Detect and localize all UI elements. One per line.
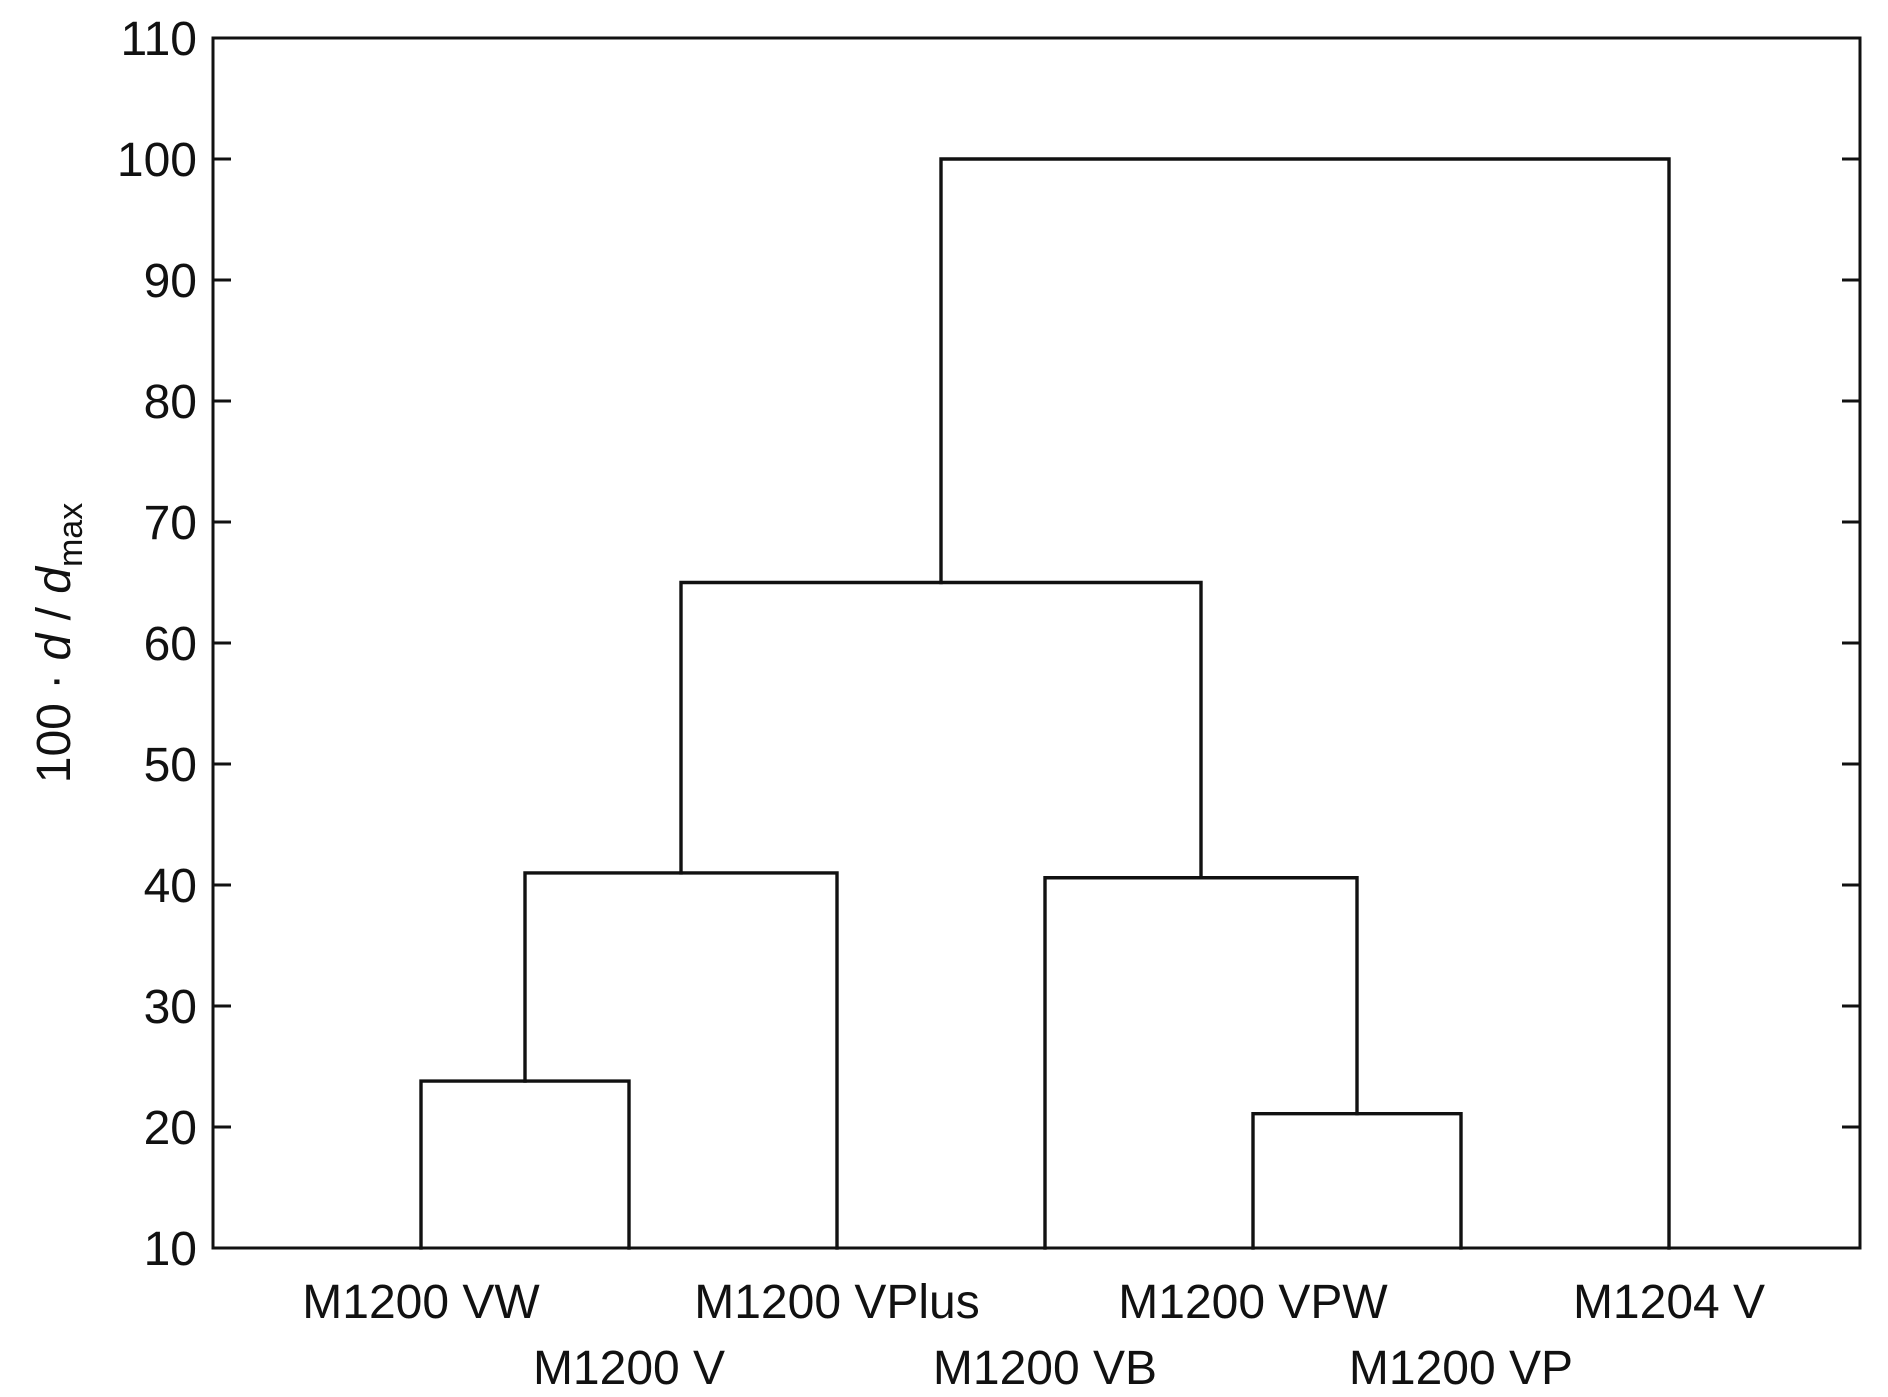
dendrogram-link	[679, 580, 1203, 880]
leaf-label: M1200 VB	[933, 1342, 1157, 1392]
y-tick-label: 80	[144, 376, 197, 429]
dendrogram-link	[939, 157, 1671, 1250]
dendrogram-link	[1251, 1111, 1463, 1250]
y-axis-title: 100 · d / dmax	[28, 503, 90, 783]
leaf-label: M1200 VPlus	[694, 1276, 980, 1329]
y-tick-label: 50	[144, 739, 197, 792]
y-axis-tick-labels: 10 20 30 40 50 60 70 80 90 100 110	[117, 13, 197, 1276]
plot-frame	[211, 36, 1862, 1250]
dendrogram-link	[1043, 876, 1359, 1250]
leaf-label: M1200 VW	[302, 1276, 540, 1329]
y-axis-title-prefix: 100 ·	[28, 660, 81, 783]
y-axis-title-separator: /	[28, 594, 81, 634]
y-tick-label: 100	[117, 134, 197, 187]
dendrogram-link	[523, 871, 839, 1250]
leaf-label: M1200 VP	[1349, 1342, 1573, 1392]
dendrogram-links	[419, 157, 1671, 1250]
y-tick-label: 20	[144, 1102, 197, 1155]
leaf-label: M1200 VPW	[1118, 1276, 1388, 1329]
y-tick-label: 60	[144, 618, 197, 671]
y-axis-title-subscript: max	[52, 503, 90, 567]
y-tick-label: 70	[144, 497, 197, 550]
y-axis-title-var-dmax: d	[28, 566, 81, 594]
leaf-label: M1200 V	[533, 1342, 725, 1392]
y-tick-label: 110	[120, 13, 197, 66]
leaf-label: M1204 V	[1573, 1276, 1765, 1329]
y-tick-label: 10	[144, 1223, 197, 1276]
leaf-labels: M1200 VW M1200 V M1200 VPlus M1200 VB M1200 …	[302, 1276, 1765, 1395]
y-tick-label: 40	[144, 860, 197, 913]
y-tick-label: 90	[144, 255, 197, 308]
y-axis-ticks	[213, 36, 1860, 1250]
y-tick-label: 30	[144, 981, 197, 1034]
dendrogram-link	[419, 1079, 631, 1250]
y-axis-title-var-d: d	[28, 632, 81, 660]
